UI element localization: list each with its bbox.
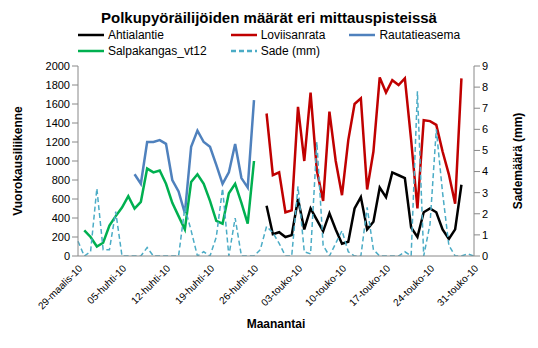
svg-text:24-touko-10: 24-touko-10 [391, 262, 437, 308]
svg-text:31-touko-10: 31-touko-10 [435, 262, 481, 308]
svg-text:1200: 1200 [46, 136, 70, 148]
svg-text:5: 5 [482, 144, 488, 156]
html-text:Rautatieasema: Rautatieasema [379, 28, 461, 42]
html-text:Salpakangas_vt12: Salpakangas_vt12 [107, 44, 207, 58]
svg-text:400: 400 [52, 212, 70, 224]
svg-text:4: 4 [482, 165, 488, 177]
svg-text:8: 8 [482, 81, 488, 93]
svg-text:1400: 1400 [46, 117, 70, 129]
svg-text:9: 9 [482, 60, 488, 72]
svg-text:19-huhti-10: 19-huhti-10 [173, 262, 217, 306]
svg-text:1800: 1800 [46, 79, 70, 91]
svg-text:Maanantai: Maanantai [247, 317, 306, 331]
svg-text:3: 3 [482, 187, 488, 199]
svg-text:0: 0 [64, 250, 70, 262]
svg-text:Vuorokausiliikenne: Vuorokausiliikenne [11, 106, 25, 216]
svg-text:1: 1 [482, 229, 488, 241]
svg-text:600: 600 [52, 193, 70, 205]
svg-text:800: 800 [52, 174, 70, 186]
svg-text:05-huhti-10: 05-huhti-10 [85, 262, 129, 306]
svg-text:6: 6 [482, 123, 488, 135]
svg-text:17-touko-10: 17-touko-10 [347, 262, 393, 308]
svg-text:7: 7 [482, 102, 488, 114]
svg-text:2: 2 [482, 208, 488, 220]
svg-text:12-huhti-10: 12-huhti-10 [129, 262, 173, 306]
html-text:Ahtialantie: Ahtialantie [107, 28, 164, 42]
svg-text:29-maalis-10: 29-maalis-10 [36, 262, 85, 311]
html-text:Sade (mm): Sade (mm) [260, 44, 320, 58]
svg-text:1000: 1000 [46, 155, 70, 167]
svg-text:Sademäärä (mm): Sademäärä (mm) [511, 113, 525, 210]
svg-text:1600: 1600 [46, 98, 70, 110]
svg-text:0: 0 [482, 250, 488, 262]
svg-text:26-huhti-10: 26-huhti-10 [217, 262, 261, 306]
html-text:Loviisanrata: Loviisanrata [260, 28, 326, 42]
svg-text:03-touko-10: 03-touko-10 [259, 262, 305, 308]
svg-text:200: 200 [52, 231, 70, 243]
html-text:Polkupyöräilijöiden määrät eri: Polkupyöräilijöiden määrät eri mittauspi… [101, 9, 437, 26]
svg-text:10-touko-10: 10-touko-10 [303, 262, 349, 308]
svg-text:2000: 2000 [46, 60, 70, 72]
